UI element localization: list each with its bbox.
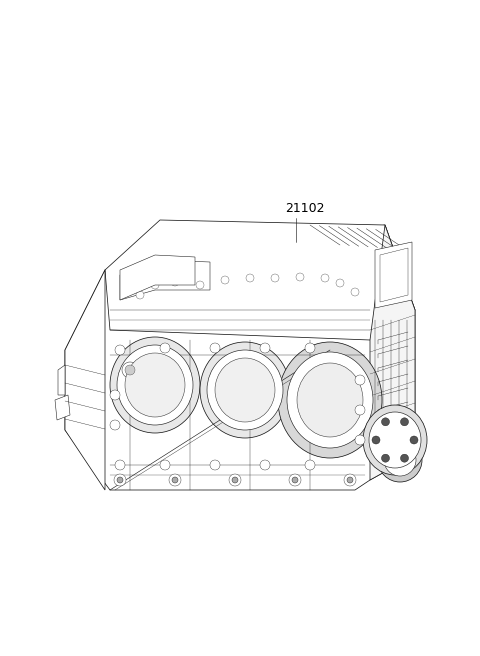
Circle shape bbox=[110, 420, 120, 430]
Circle shape bbox=[196, 281, 204, 289]
Circle shape bbox=[344, 474, 356, 486]
Circle shape bbox=[336, 279, 344, 287]
Ellipse shape bbox=[278, 342, 382, 458]
Circle shape bbox=[305, 343, 315, 353]
Circle shape bbox=[122, 362, 138, 378]
Circle shape bbox=[260, 460, 270, 470]
Ellipse shape bbox=[378, 438, 422, 482]
Circle shape bbox=[171, 278, 179, 286]
Polygon shape bbox=[58, 365, 65, 395]
Ellipse shape bbox=[117, 345, 193, 425]
Circle shape bbox=[292, 477, 298, 483]
Ellipse shape bbox=[287, 352, 373, 448]
Polygon shape bbox=[55, 395, 70, 420]
Circle shape bbox=[210, 460, 220, 470]
Polygon shape bbox=[120, 260, 210, 300]
Circle shape bbox=[151, 281, 159, 289]
Circle shape bbox=[117, 477, 123, 483]
Text: 21102: 21102 bbox=[285, 202, 324, 215]
Ellipse shape bbox=[125, 353, 185, 417]
Circle shape bbox=[355, 375, 365, 385]
Circle shape bbox=[221, 276, 229, 284]
Circle shape bbox=[246, 274, 254, 282]
Circle shape bbox=[114, 474, 126, 486]
Circle shape bbox=[382, 418, 389, 426]
Ellipse shape bbox=[200, 342, 290, 438]
Ellipse shape bbox=[215, 358, 275, 422]
Circle shape bbox=[115, 460, 125, 470]
Circle shape bbox=[110, 390, 120, 400]
Circle shape bbox=[271, 274, 279, 282]
Circle shape bbox=[289, 474, 301, 486]
Circle shape bbox=[160, 343, 170, 353]
Ellipse shape bbox=[110, 337, 200, 433]
Ellipse shape bbox=[207, 350, 283, 430]
Polygon shape bbox=[370, 225, 415, 480]
Circle shape bbox=[400, 454, 408, 462]
Circle shape bbox=[355, 405, 365, 415]
Polygon shape bbox=[65, 270, 105, 490]
Circle shape bbox=[382, 454, 389, 462]
Circle shape bbox=[125, 365, 135, 375]
Circle shape bbox=[400, 418, 408, 426]
Circle shape bbox=[321, 274, 329, 282]
Polygon shape bbox=[65, 225, 415, 490]
Circle shape bbox=[115, 345, 125, 355]
Ellipse shape bbox=[369, 412, 421, 468]
Circle shape bbox=[351, 288, 359, 296]
Circle shape bbox=[160, 460, 170, 470]
Circle shape bbox=[172, 477, 178, 483]
Polygon shape bbox=[105, 220, 415, 340]
Polygon shape bbox=[380, 248, 408, 302]
Circle shape bbox=[355, 435, 365, 445]
Ellipse shape bbox=[363, 405, 427, 475]
Circle shape bbox=[260, 343, 270, 353]
Ellipse shape bbox=[384, 444, 416, 476]
Circle shape bbox=[232, 477, 238, 483]
Circle shape bbox=[136, 291, 144, 299]
Circle shape bbox=[305, 460, 315, 470]
Ellipse shape bbox=[297, 363, 363, 437]
Circle shape bbox=[229, 474, 241, 486]
Polygon shape bbox=[120, 255, 195, 300]
Circle shape bbox=[169, 474, 181, 486]
Circle shape bbox=[210, 343, 220, 353]
Circle shape bbox=[410, 436, 418, 444]
Circle shape bbox=[296, 273, 304, 281]
Circle shape bbox=[347, 477, 353, 483]
Polygon shape bbox=[375, 242, 412, 308]
Circle shape bbox=[372, 436, 380, 444]
